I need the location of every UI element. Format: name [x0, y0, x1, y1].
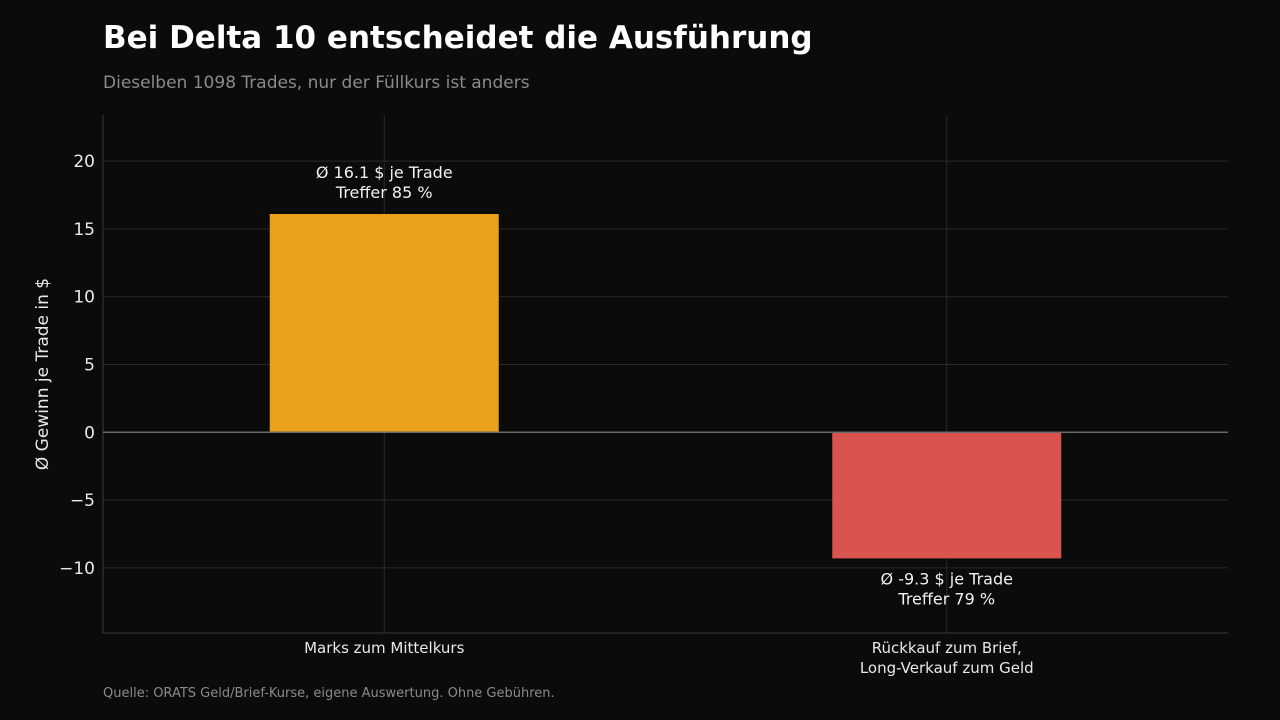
bar: [269, 213, 499, 433]
chart-subtitle: Dieselben 1098 Trades, nur der Füllkurs …: [103, 73, 530, 93]
x-tick-label: Long-Verkauf zum Geld: [860, 659, 1034, 677]
source-note: Quelle: ORATS Geld/Brief-Kurse, eigene A…: [103, 686, 555, 701]
bar: [832, 432, 1062, 559]
x-tick-label: Rückkauf zum Brief,: [872, 639, 1022, 657]
data-label: Ø 16.1 $ je Trade: [316, 163, 453, 182]
x-tick-label: Marks zum Mittelkurs: [304, 639, 464, 657]
data-label: Treffer 79 %: [897, 589, 995, 608]
y-tick-label: 10: [73, 288, 95, 308]
chart-title: Bei Delta 10 entscheidet die Ausführung: [103, 20, 813, 56]
y-tick-label: −5: [70, 491, 95, 511]
data-label: Ø -9.3 $ je Trade: [881, 569, 1013, 588]
y-tick-label: 20: [73, 152, 95, 172]
y-axis-label: Ø Gewinn je Trade in $: [33, 278, 53, 470]
data-label: Treffer 85 %: [335, 183, 433, 202]
y-tick-label: 15: [73, 220, 95, 240]
y-tick-label: 5: [84, 356, 95, 376]
y-tick-label: 0: [84, 423, 95, 443]
y-tick-label: −10: [59, 559, 95, 579]
